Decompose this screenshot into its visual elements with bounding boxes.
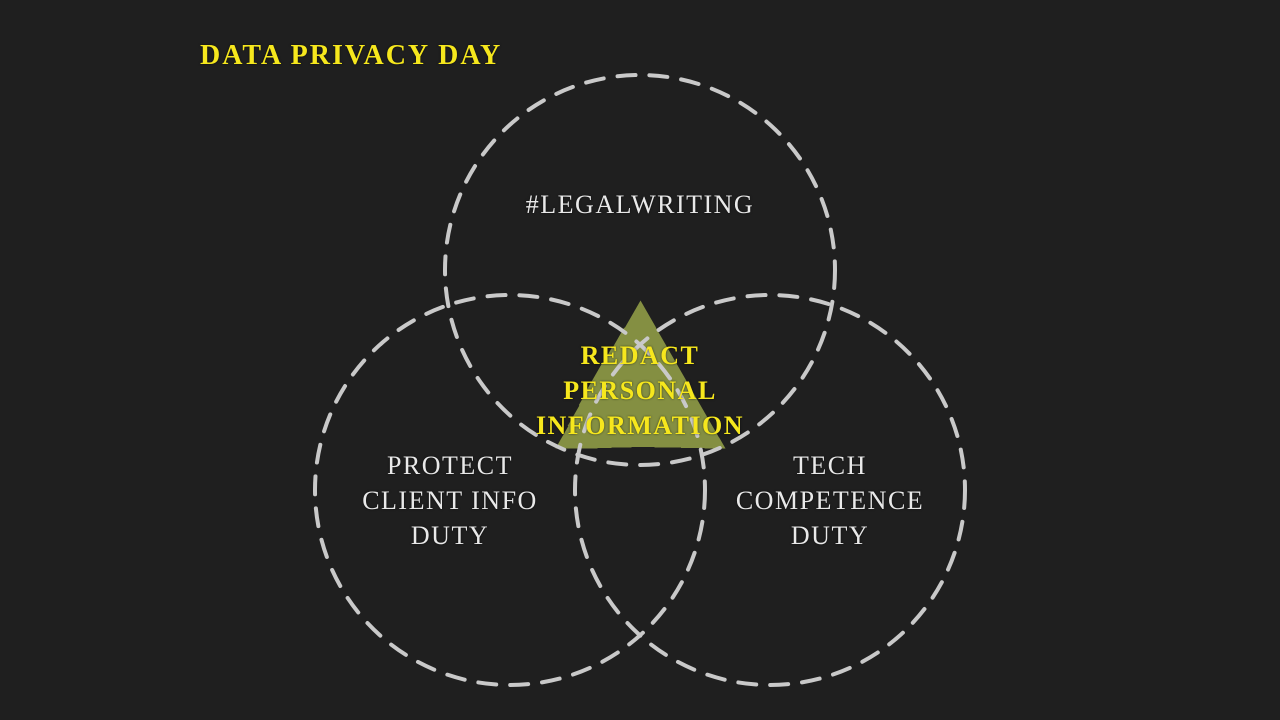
label-left: PROTECT CLIENT INFO DUTY bbox=[320, 448, 580, 553]
label-center: REDACT PERSONAL INFORMATION bbox=[500, 338, 780, 443]
label-top: #LEGALWRITING bbox=[490, 190, 790, 220]
diagram-stage: DATA PRIVACY DAY #LEGALWRITING PROTECT C… bbox=[0, 0, 1280, 720]
label-right: TECH COMPETENCE DUTY bbox=[700, 448, 960, 553]
